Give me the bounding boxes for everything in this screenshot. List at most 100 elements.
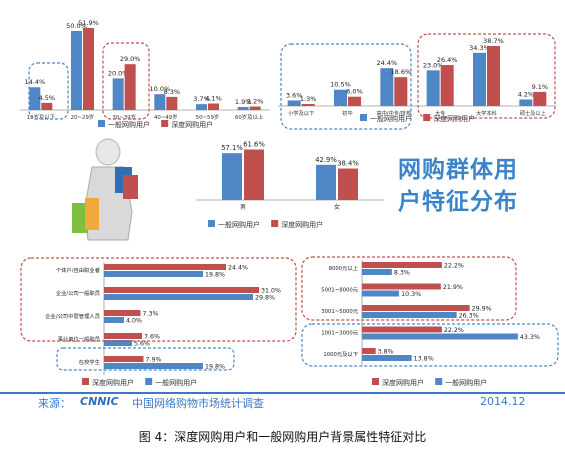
age-chart-value-0-5: 1.9%	[235, 98, 252, 106]
occupation-chart-value-0-0: 24.4%	[228, 265, 248, 272]
gender-chart-bar-0-0	[222, 153, 242, 200]
gender-legend-swatch-0	[208, 220, 215, 227]
occupation-chart-category-4: 在校学生	[79, 358, 101, 366]
age-chart-value-1-3: 8.3%	[164, 88, 181, 96]
age-highlight-blue	[28, 62, 69, 120]
gender-legend-swatch-1	[271, 220, 279, 227]
age-chart-value-0-3: 10.0%	[150, 85, 171, 93]
age-chart-value-1-0: 4.5%	[39, 94, 56, 102]
income-chart-value-0-4: 3.8%	[378, 349, 394, 356]
age-chart-bar-0-3	[154, 94, 166, 110]
education-chart-category-0: 小学及以下	[288, 109, 314, 117]
education-chart-bar-0-5	[519, 99, 533, 106]
age-chart-category-0: 19岁及以下	[27, 113, 56, 121]
figure-caption: 图 4：深度网购用户和一般网购用户背景属性特征对比	[138, 430, 427, 444]
source-org: 中国网络购物市场统计调查	[132, 397, 264, 410]
age-chart-bar-1-0	[41, 102, 53, 110]
occupation-chart-value-1-2: 4.0%	[126, 318, 142, 325]
education-chart-bar-1-4	[487, 46, 500, 106]
education-chart-value-1-0: 1.3%	[300, 95, 317, 103]
income-chart-bar-1-3	[362, 333, 518, 340]
occupation-highlight-blue	[56, 347, 235, 371]
education-chart-bar-1-2	[394, 77, 408, 106]
gender-chart-category-0: 男	[240, 204, 246, 211]
income-chart-value-0-2: 29.9%	[472, 306, 492, 313]
education-chart-value-0-1: 10.5%	[330, 81, 351, 89]
income-legend-label-0: 深度网购用户	[382, 378, 424, 387]
income-chart-category-3: 1001~3000元	[321, 330, 358, 337]
age-chart-value-1-4: 4.1%	[205, 95, 222, 103]
shopper-bag-orange	[85, 198, 99, 230]
title-line-1: 网购群体用	[398, 157, 518, 183]
education-chart-category-4: 大学本科	[476, 109, 497, 117]
age-chart-value-0-2: 20.0%	[108, 69, 129, 77]
age-chart-category-1: 20~29岁	[71, 113, 95, 121]
income-highlight-blue	[301, 323, 559, 367]
occupation-legend-label-0: 深度网购用户	[92, 378, 134, 387]
age-chart-value-1-1: 51.9%	[78, 19, 99, 27]
education-chart-bar-1-0	[301, 103, 315, 106]
occupation-chart-bar-0-0	[104, 264, 226, 270]
income-chart-category-4: 1000元及以下	[323, 351, 358, 358]
gender-legend-label-0: 一般网购用户	[218, 220, 260, 229]
age-legend-swatch-1	[161, 120, 169, 127]
education-chart-category-2: 高中/中专/技校	[377, 109, 412, 117]
age-chart-bar-0-2	[112, 78, 124, 110]
education-chart-bar-1-5	[533, 91, 547, 106]
education-chart-value-1-1: 6.0%	[346, 88, 363, 96]
shopper-bag-green	[72, 203, 88, 233]
occupation-chart-bar-1-3	[104, 340, 132, 346]
age-highlight-red	[102, 42, 150, 120]
occupation-chart-category-3: 事业单位一般职员	[58, 335, 100, 343]
title-line-2: 户特征分布	[398, 189, 518, 215]
age-chart-value-0-4: 3.7%	[193, 95, 210, 103]
education-highlight-red	[417, 33, 556, 119]
occupation-chart-value-1-0: 19.8%	[205, 272, 225, 279]
source-label: 来源：	[38, 397, 71, 410]
footer-divider	[0, 392, 565, 394]
occupation-chart-value-0-1: 31.0%	[261, 288, 281, 295]
income-chart-value-1-4: 13.8%	[414, 356, 434, 363]
education-chart-value-0-4: 34.3%	[469, 44, 490, 52]
charts-canvas: 14.4% 4.5% 19岁及以下 50.0%51.9% 20~29岁 20.0% 29.0…	[20, 19, 559, 387]
income-chart-bar-0-4	[362, 348, 376, 354]
shopper-head	[95, 138, 121, 166]
income-chart-category-2: 3001~5000元	[321, 308, 358, 315]
occupation-legend-swatch-1	[145, 378, 153, 385]
income-chart-bar-0-1	[362, 283, 441, 290]
age-chart-bar-0-4	[196, 104, 207, 110]
occupation-legend-label-1: 一般网购用户	[155, 378, 197, 387]
age-legend-swatch-0	[98, 120, 105, 127]
income-chart-value-0-1: 21.9%	[443, 284, 463, 291]
age-chart-category-4: 50~59岁	[196, 113, 220, 121]
occupation-chart-bar-1-0	[104, 271, 203, 277]
income-chart-category-1: 5001~8000元	[321, 287, 358, 294]
education-chart-value-1-3: 26.4%	[437, 56, 458, 64]
occupation-chart-bar-0-4	[104, 356, 144, 362]
occupation-chart-category-0: 个体户/自由职业者	[56, 266, 100, 274]
occupation-chart-bar-0-1	[104, 287, 259, 293]
income-chart-value-1-1: 10.3%	[401, 291, 421, 298]
education-chart-bar-0-3	[426, 70, 440, 106]
education-chart-bar-0-2	[380, 68, 394, 106]
source-date: 2014.12	[480, 395, 526, 408]
income-legend-swatch-1	[435, 378, 443, 385]
education-chart-value-1-4: 38.7%	[483, 37, 504, 45]
shopper-illustration	[72, 138, 138, 241]
gender-chart-bar-1-1	[338, 168, 358, 200]
income-highlight-red	[301, 256, 517, 321]
education-chart-category-3: 大专	[435, 109, 445, 117]
education-highlight-blue	[280, 43, 412, 130]
income-chart-bar-0-3	[362, 326, 442, 333]
cnnic-logo: CNNIC	[80, 395, 119, 408]
income-legend-swatch-0	[372, 378, 379, 385]
income-chart-bar-0-2	[362, 305, 470, 311]
gender-chart-value-1-0: 61.6%	[243, 140, 265, 148]
age-chart-bar-1-1	[83, 27, 94, 110]
income-chart-bar-0-0	[362, 262, 442, 268]
age-chart-bar-0-5	[237, 106, 249, 110]
education-legend-label-0: 一般网购用户	[370, 114, 412, 123]
education-chart-category-5: 硕士及以上	[520, 109, 546, 117]
income-chart-bar-1-0	[362, 269, 392, 275]
